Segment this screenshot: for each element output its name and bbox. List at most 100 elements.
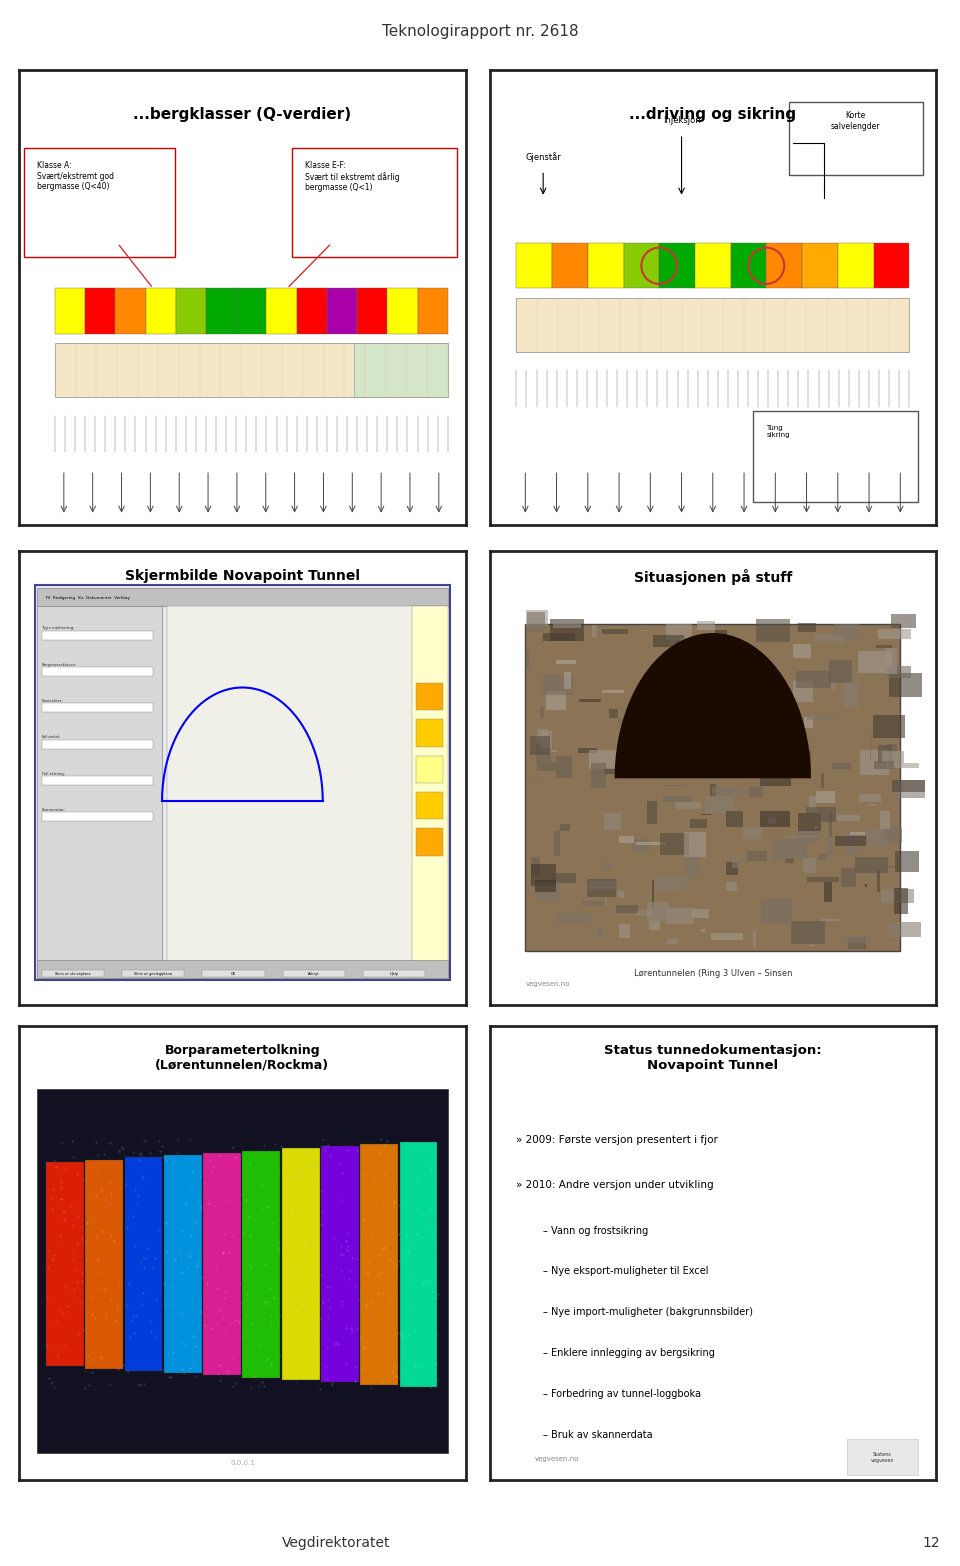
- Bar: [760, 769, 791, 786]
- Bar: [667, 938, 679, 944]
- Bar: [835, 836, 867, 846]
- Text: OK: OK: [231, 971, 236, 976]
- Bar: [726, 861, 738, 875]
- Bar: [561, 824, 570, 830]
- Bar: [662, 796, 691, 802]
- Bar: [684, 832, 707, 857]
- Bar: [37, 606, 162, 979]
- Bar: [688, 697, 690, 713]
- Bar: [675, 802, 702, 810]
- Bar: [357, 288, 387, 334]
- Bar: [516, 298, 909, 352]
- Bar: [592, 625, 597, 637]
- Text: vegvesen.no: vegvesen.no: [525, 982, 570, 987]
- Bar: [655, 875, 687, 891]
- Text: Lørentunnelen (Ring 3 Ulven – Sinsen: Lørentunnelen (Ring 3 Ulven – Sinsen: [634, 969, 792, 979]
- Bar: [889, 922, 921, 936]
- Bar: [869, 803, 877, 806]
- Bar: [115, 288, 146, 334]
- Bar: [816, 791, 835, 803]
- Text: – Forbedring av tunnel-loggboka: – Forbedring av tunnel-loggboka: [543, 1389, 701, 1398]
- Bar: [838, 243, 874, 288]
- Bar: [773, 839, 807, 860]
- FancyBboxPatch shape: [292, 147, 457, 257]
- Bar: [791, 921, 826, 944]
- Bar: [662, 698, 688, 708]
- Bar: [588, 750, 622, 769]
- Bar: [756, 619, 790, 642]
- Bar: [176, 288, 206, 334]
- Bar: [543, 675, 573, 695]
- Bar: [895, 850, 919, 872]
- Bar: [649, 921, 660, 930]
- Bar: [55, 343, 447, 398]
- Bar: [146, 288, 176, 334]
- Bar: [665, 623, 692, 640]
- Bar: [543, 633, 575, 640]
- Bar: [556, 913, 591, 922]
- Bar: [734, 749, 755, 760]
- Bar: [618, 719, 643, 723]
- Bar: [881, 889, 915, 902]
- Bar: [536, 880, 556, 891]
- Bar: [653, 634, 684, 647]
- Bar: [715, 630, 727, 647]
- Text: » 2009: Første versjon presentert i fjor: » 2009: Første versjon presentert i fjor: [516, 1135, 718, 1145]
- Bar: [886, 667, 911, 678]
- Bar: [530, 736, 550, 755]
- Bar: [41, 667, 154, 677]
- Bar: [885, 648, 898, 673]
- Bar: [41, 703, 154, 713]
- Bar: [711, 933, 743, 940]
- Bar: [125, 1157, 162, 1370]
- Bar: [685, 853, 699, 879]
- Bar: [730, 651, 752, 655]
- Bar: [766, 243, 803, 288]
- Bar: [732, 756, 763, 767]
- Text: 12: 12: [923, 1536, 940, 1549]
- Bar: [660, 243, 695, 288]
- Text: – Vann og frostsikring: – Vann og frostsikring: [543, 1226, 648, 1236]
- Bar: [720, 695, 732, 720]
- Bar: [602, 630, 628, 634]
- Bar: [692, 910, 708, 918]
- Bar: [647, 802, 657, 824]
- Bar: [749, 788, 763, 797]
- Bar: [893, 780, 924, 792]
- Bar: [540, 731, 552, 749]
- Bar: [726, 882, 736, 891]
- Bar: [821, 774, 825, 788]
- Bar: [784, 752, 811, 777]
- Bar: [825, 882, 832, 902]
- Text: Bergmasseklasse:: Bergmasseklasse:: [41, 662, 77, 667]
- Bar: [206, 288, 236, 334]
- Bar: [535, 882, 561, 900]
- Bar: [829, 661, 852, 683]
- Bar: [709, 785, 716, 796]
- Text: Fall retning:: Fall retning:: [41, 772, 64, 775]
- Polygon shape: [614, 633, 811, 778]
- Text: Injeksjon: Injeksjon: [662, 116, 701, 125]
- Text: » 2010: Andre versjon under utvikling: » 2010: Andre versjon under utvikling: [516, 1181, 714, 1190]
- Bar: [588, 882, 617, 889]
- Bar: [602, 863, 612, 869]
- Bar: [666, 908, 694, 924]
- Text: Vegdirektoratet: Vegdirektoratet: [281, 1536, 391, 1549]
- Bar: [874, 243, 909, 288]
- Bar: [690, 752, 703, 763]
- Bar: [616, 905, 638, 913]
- Bar: [845, 832, 859, 855]
- Bar: [803, 243, 838, 288]
- Bar: [531, 857, 540, 875]
- Bar: [894, 888, 908, 915]
- Bar: [803, 858, 816, 872]
- Bar: [632, 839, 649, 850]
- Bar: [41, 813, 154, 822]
- Bar: [387, 288, 418, 334]
- Bar: [727, 640, 739, 650]
- Bar: [878, 630, 911, 639]
- Text: Klasse A:
Svært/ekstremt god
bergmasse (Q<40): Klasse A: Svært/ekstremt god bergmasse (…: [37, 161, 114, 191]
- Bar: [557, 756, 572, 778]
- Bar: [417, 755, 444, 783]
- Bar: [578, 747, 597, 753]
